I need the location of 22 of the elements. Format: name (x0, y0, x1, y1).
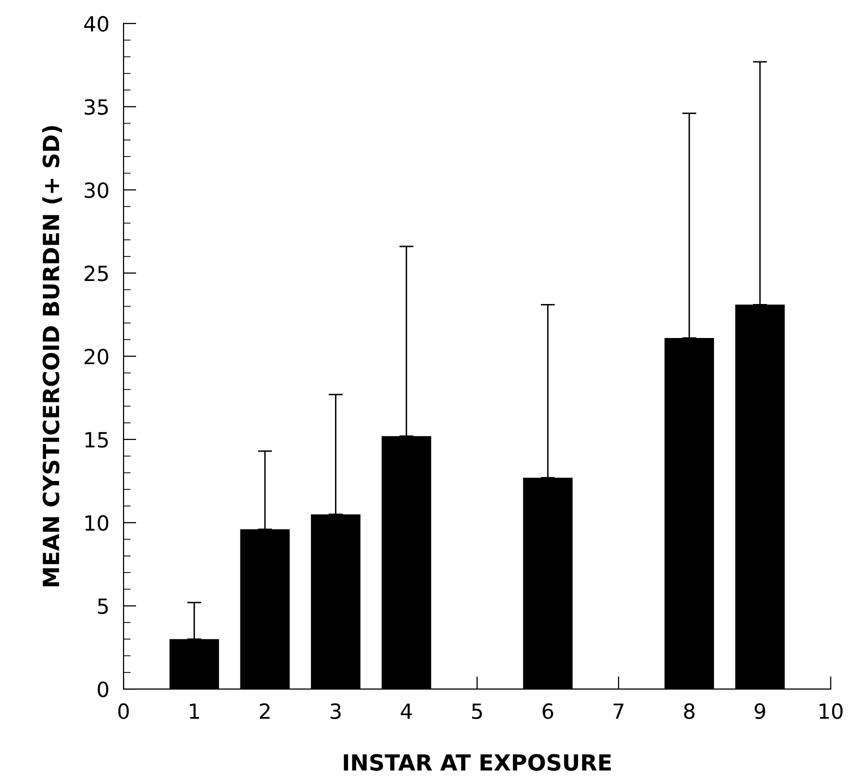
x-tick-label: 2 (260, 703, 270, 719)
y-tick-label: 20 (84, 348, 108, 364)
x-tick-label: 1 (190, 704, 199, 719)
x-tick-label: 6 (542, 703, 554, 720)
y-tick-label: 30 (84, 182, 108, 198)
x-tick-label: 4 (400, 704, 412, 719)
y-tick-label: 0 (98, 681, 108, 698)
y-axis-title: MEAN CYSTICERCOID BURDEN (+ SD) (42, 126, 62, 586)
y-tick-label: 15 (85, 432, 108, 448)
y-tick-label: 25 (84, 266, 108, 282)
x-tick-label: 9 (754, 703, 766, 720)
x-tick-label: 0 (118, 703, 129, 720)
y-tick-label: 40 (84, 16, 108, 32)
x-tick-label: 5 (472, 704, 482, 720)
x-tick-label: 10 (820, 703, 843, 720)
x-tick-label: 7 (614, 704, 624, 719)
y-tick-label: 10 (85, 515, 108, 531)
y-tick-label: 35 (84, 99, 108, 115)
y-tick-label: 5 (98, 598, 108, 614)
x-tick-label: 3 (330, 703, 341, 720)
x-axis-title: INSTAR AT EXPOSURE (344, 754, 611, 771)
x-tick-label: 8 (684, 703, 694, 720)
